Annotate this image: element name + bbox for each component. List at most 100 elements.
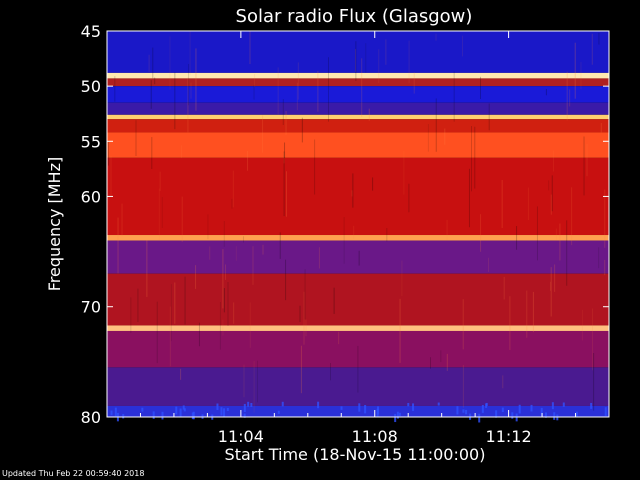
texture-streak (277, 67, 279, 115)
texture-streak (355, 41, 357, 82)
texture-streak (283, 151, 285, 217)
spectrogram-bands (107, 31, 609, 417)
y-tick-label: 60 (81, 187, 101, 206)
texture-streak (488, 103, 490, 131)
texture-streak (174, 282, 176, 324)
texture-streak (303, 291, 305, 345)
texture-speckle (501, 407, 504, 413)
band-0 (107, 31, 609, 73)
texture-streak (158, 188, 160, 240)
texture-streak (256, 360, 258, 403)
texture-streak (317, 70, 319, 112)
texture-streak (151, 137, 153, 169)
texture-streak (440, 350, 442, 363)
band-15 (107, 405, 609, 417)
texture-streak (110, 155, 112, 198)
texture-streak (552, 150, 554, 172)
texture-streak (285, 171, 287, 217)
texture-streak (435, 98, 437, 152)
texture-streak (526, 290, 528, 338)
texture-streak (170, 284, 172, 342)
texture-speckle (175, 406, 178, 415)
texture-speckle (179, 408, 182, 418)
x-axis-ticks: 11:04 11:08 11:12 (139, 31, 577, 446)
texture-speckle (223, 408, 226, 418)
texture-streak (146, 240, 148, 297)
texture-streak (604, 189, 606, 248)
texture-streak (252, 246, 254, 285)
texture-streak (580, 62, 582, 90)
band-12 (107, 325, 609, 331)
texture-streak (285, 111, 287, 135)
texture-streak (219, 301, 221, 350)
texture-streak (399, 298, 401, 363)
texture-streak (509, 296, 511, 350)
texture-streak (386, 228, 388, 242)
texture-streak (545, 89, 547, 96)
texture-speckle (122, 413, 125, 419)
texture-speckle (377, 406, 380, 415)
texture-streak (527, 187, 529, 220)
texture-streak (190, 82, 192, 99)
y-axis-ticks: 45 50 55 60 70 80 (81, 22, 609, 427)
texture-speckle (398, 412, 401, 416)
texture-speckle (161, 411, 164, 420)
texture-streak (583, 136, 585, 196)
y-tick-label: 80 (81, 408, 101, 427)
texture-streak (593, 352, 595, 411)
texture-streak (487, 257, 489, 272)
texture-streak (470, 126, 472, 192)
band-7 (107, 132, 609, 158)
texture-streak (408, 183, 410, 213)
texture-streak (549, 281, 551, 291)
texture-streak (223, 288, 225, 313)
texture-streak (279, 232, 281, 259)
texture-streak (247, 150, 249, 171)
texture-streak (262, 244, 264, 255)
texture-streak (314, 139, 316, 195)
texture-streak (598, 32, 600, 45)
texture-speckle (478, 413, 481, 423)
texture-speckle (220, 407, 223, 416)
texture-speckle (530, 404, 533, 412)
texture-streak (446, 353, 448, 371)
texture-speckle (518, 404, 521, 414)
texture-streak (413, 72, 415, 94)
texture-streak (468, 168, 470, 228)
texture-streak (368, 108, 370, 121)
texture-speckle (456, 406, 459, 415)
texture-streak (566, 71, 568, 121)
texture-streak (480, 76, 482, 100)
band-4 (107, 102, 609, 115)
y-axis-label: Frequency [MHz] (45, 157, 64, 291)
texture-streak (159, 171, 161, 192)
texture-streak (551, 175, 553, 212)
texture-speckle (465, 409, 468, 415)
band-13 (107, 330, 609, 368)
texture-streak (231, 198, 233, 209)
texture-streak (435, 33, 437, 41)
texture-speckle (396, 411, 399, 419)
texture-streak (283, 152, 285, 164)
band-6 (107, 119, 609, 133)
texture-streak (300, 345, 302, 394)
plot-frame (106, 30, 610, 418)
texture-streak (284, 142, 286, 159)
texture-streak (232, 170, 234, 208)
texture-speckle (277, 410, 280, 414)
texture-streak (516, 226, 518, 250)
texture-streak (117, 217, 119, 274)
texture-streak (242, 236, 244, 243)
texture-streak (548, 180, 550, 191)
texture-speckle (412, 403, 415, 411)
texture-speckle (590, 402, 593, 409)
texture-streak (462, 299, 464, 350)
texture-streak (305, 319, 307, 337)
texture-speckle (544, 412, 547, 418)
texture-streak (137, 288, 139, 322)
texture-speckle (575, 411, 578, 418)
texture-streak (550, 267, 552, 317)
y-tick-label: 50 (81, 77, 101, 96)
texture-streak (351, 190, 353, 197)
chart-title: Solar radio Flux (Glasgow) (236, 6, 473, 27)
